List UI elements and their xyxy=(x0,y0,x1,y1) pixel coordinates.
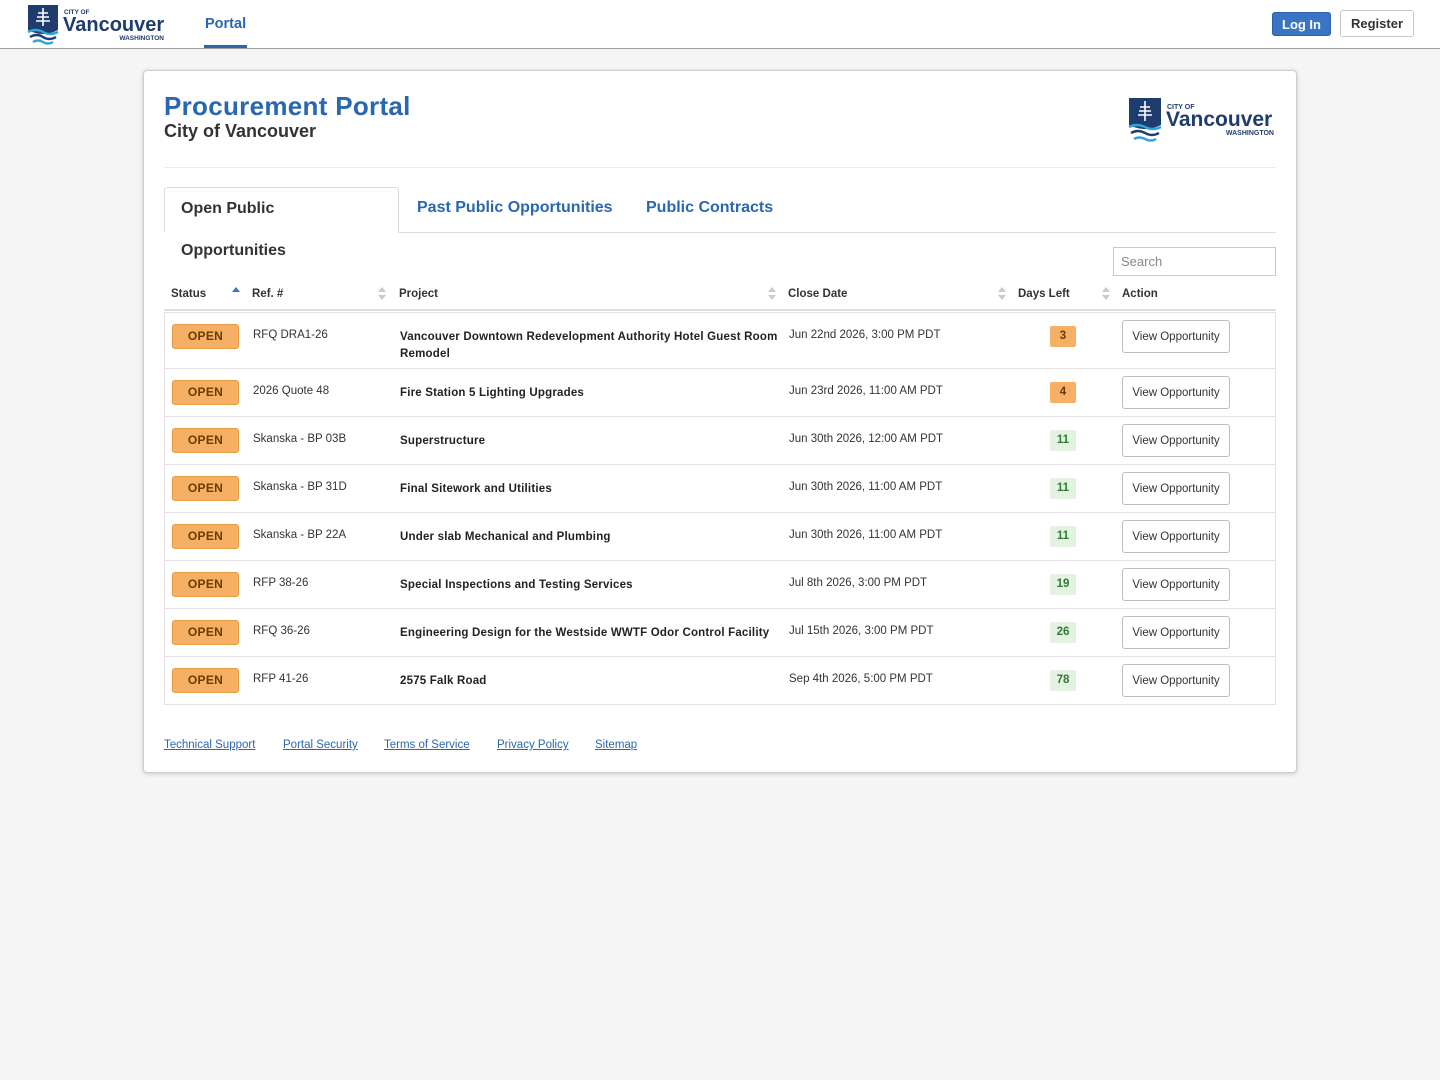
opportunities-table: OPEN RFQ DRA1-26 Vancouver Downtown Rede… xyxy=(164,312,1276,705)
footer-link-portal-security[interactable]: Portal Security xyxy=(283,739,358,751)
ref-number: RFQ DRA1-26 xyxy=(253,329,328,341)
view-opportunity-button[interactable]: View Opportunity xyxy=(1122,472,1230,505)
view-opportunity-button[interactable]: View Opportunity xyxy=(1122,424,1230,457)
sort-icon[interactable] xyxy=(1102,287,1110,301)
ref-number: Skanska - BP 31D xyxy=(253,481,347,493)
table-row: OPEN RFP 41-26 2575 Falk Road Sep 4th 20… xyxy=(165,656,1275,704)
table-row: OPEN Skanska - BP 03B Superstructure Jun… xyxy=(165,416,1275,464)
project-name: Final Sitework and Utilities xyxy=(400,483,552,495)
status-badge: OPEN xyxy=(172,620,239,645)
status-badge: OPEN xyxy=(172,324,239,349)
days-left-badge: 11 xyxy=(1050,478,1076,499)
procurement-card: Procurement Portal City of Vancouver CIT… xyxy=(143,70,1297,773)
column-header-project[interactable]: Project xyxy=(399,288,438,300)
ref-number: Skanska - BP 03B xyxy=(253,433,347,445)
tab-open-public-opportunities[interactable]: Open Public Opportunities xyxy=(164,187,399,259)
days-left-badge: 26 xyxy=(1050,622,1076,643)
footer-link-terms-of-service[interactable]: Terms of Service xyxy=(384,739,470,751)
top-navbar: CITY OF Vancouver WASHINGTON Portal Log … xyxy=(0,0,1440,49)
status-badge: OPEN xyxy=(172,428,239,453)
close-date: Jul 15th 2026, 3:00 PM PDT xyxy=(789,625,934,637)
register-button[interactable]: Register xyxy=(1340,10,1414,37)
table-row: OPEN RFP 38-26 Special Inspections and T… xyxy=(165,560,1275,608)
city-of-vancouver-logo: CITY OF Vancouver WASHINGTON xyxy=(1128,98,1274,142)
column-header-ref[interactable]: Ref. # xyxy=(252,288,284,300)
days-left-badge: 78 xyxy=(1050,670,1076,691)
close-date: Jun 30th 2026, 12:00 AM PDT xyxy=(789,433,944,445)
status-badge: OPEN xyxy=(172,476,239,501)
project-name: Special Inspections and Testing Services xyxy=(400,579,633,591)
project-name: Fire Station 5 Lighting Upgrades xyxy=(400,387,585,399)
nav-portal-link[interactable]: Portal xyxy=(204,0,248,48)
opportunity-tabs: Open Public Opportunities Past Public Op… xyxy=(164,187,1276,259)
logo-top-text: CITY OF xyxy=(64,9,90,16)
page-title: Procurement Portal xyxy=(164,91,411,121)
table-row: OPEN Skanska - BP 22A Under slab Mechani… xyxy=(165,512,1275,560)
status-badge: OPEN xyxy=(172,380,239,405)
ref-number: RFQ 36-26 xyxy=(253,625,310,637)
project-name: 2575 Falk Road xyxy=(400,675,487,687)
ref-number: RFP 38-26 xyxy=(253,577,309,589)
project-name: Engineering Design for the Westside WWTF… xyxy=(400,627,770,639)
footer-link-privacy-policy[interactable]: Privacy Policy xyxy=(497,739,569,751)
status-badge: OPEN xyxy=(172,524,239,549)
header-divider xyxy=(164,167,1276,168)
close-date: Jun 30th 2026, 11:00 AM PDT xyxy=(789,481,943,493)
search-input[interactable] xyxy=(1113,247,1276,276)
ref-number: RFP 41-26 xyxy=(253,673,309,685)
tab-past-public-opportunities[interactable]: Past Public Opportunities xyxy=(417,199,613,216)
days-left-badge: 11 xyxy=(1050,430,1076,451)
status-badge: OPEN xyxy=(172,572,239,597)
sort-icon[interactable] xyxy=(998,287,1006,301)
logo-name: Vancouver xyxy=(63,14,164,36)
footer-link-sitemap[interactable]: Sitemap xyxy=(595,739,638,751)
sort-icon[interactable] xyxy=(768,287,776,301)
city-of-vancouver-logo[interactable]: CITY OF Vancouver WASHINGTON xyxy=(26,4,168,46)
close-date: Jun 22nd 2026, 3:00 PM PDT xyxy=(789,329,941,341)
nav-portal-label: Portal xyxy=(205,16,247,32)
days-left-badge: 19 xyxy=(1050,574,1076,595)
view-opportunity-button[interactable]: View Opportunity xyxy=(1122,664,1230,697)
table-row: OPEN RFQ DRA1-26 Vancouver Downtown Rede… xyxy=(165,312,1275,368)
table-row: OPEN Skanska - BP 31D Final Sitework and… xyxy=(165,464,1275,512)
table-row: OPEN 2026 Quote 48 Fire Station 5 Lighti… xyxy=(165,368,1275,416)
project-name: Under slab Mechanical and Plumbing xyxy=(400,531,611,543)
footer-link-technical-support[interactable]: Technical Support xyxy=(164,739,256,751)
days-left-badge: 4 xyxy=(1050,382,1076,403)
days-left-badge: 3 xyxy=(1050,326,1076,347)
card-logo-sub: WASHINGTON xyxy=(1226,130,1274,137)
days-left-badge: 11 xyxy=(1050,526,1076,547)
card-logo-name: Vancouver xyxy=(1166,108,1272,131)
ref-number: Skanska - BP 22A xyxy=(253,529,347,541)
sort-ascending-icon[interactable] xyxy=(232,287,240,301)
column-header-days-left[interactable]: Days Left xyxy=(1018,288,1070,300)
table-header: Status Ref. # Project Close Date Days Le… xyxy=(164,285,1276,311)
column-header-close-date[interactable]: Close Date xyxy=(788,288,848,300)
view-opportunity-button[interactable]: View Opportunity xyxy=(1122,376,1230,409)
logo-sub: WASHINGTON xyxy=(119,35,164,42)
project-name: Superstructure xyxy=(400,435,486,447)
view-opportunity-button[interactable]: View Opportunity xyxy=(1122,568,1230,601)
project-name: Vancouver Downtown Redevelopment Authori… xyxy=(400,331,778,360)
status-badge: OPEN xyxy=(172,668,239,693)
view-opportunity-button[interactable]: View Opportunity xyxy=(1122,616,1230,649)
close-date: Jun 30th 2026, 11:00 AM PDT xyxy=(789,529,943,541)
log-in-button[interactable]: Log In xyxy=(1272,12,1331,36)
view-opportunity-button[interactable]: View Opportunity xyxy=(1122,520,1230,553)
close-date: Jun 23rd 2026, 11:00 AM PDT xyxy=(789,385,943,397)
close-date: Jul 8th 2026, 3:00 PM PDT xyxy=(789,577,928,589)
sort-icon[interactable] xyxy=(378,287,386,301)
tab-public-contracts[interactable]: Public Contracts xyxy=(646,199,774,216)
column-header-status[interactable]: Status xyxy=(171,288,207,300)
close-date: Sep 4th 2026, 5:00 PM PDT xyxy=(789,673,933,685)
column-header-action: Action xyxy=(1122,288,1158,300)
ref-number: 2026 Quote 48 xyxy=(253,385,330,397)
table-row: OPEN RFQ 36-26 Engineering Design for th… xyxy=(165,608,1275,656)
view-opportunity-button[interactable]: View Opportunity xyxy=(1122,320,1230,353)
page-subtitle: City of Vancouver xyxy=(164,121,317,141)
card-logo-top-text: CITY OF xyxy=(1167,104,1195,111)
